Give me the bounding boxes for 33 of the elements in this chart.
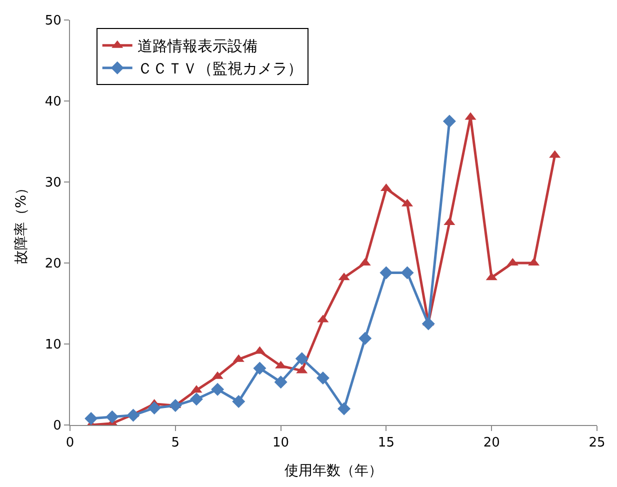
x-tick-label: 25 <box>588 436 606 451</box>
x-tick-label: 15 <box>378 436 394 451</box>
y-tick-label: 10 <box>44 338 62 353</box>
point <box>211 382 224 396</box>
point <box>126 408 140 422</box>
point <box>316 372 330 385</box>
point <box>84 412 98 425</box>
point <box>148 401 161 414</box>
point <box>253 362 266 375</box>
y-tick-label: 50 <box>44 14 62 29</box>
x-axis-title: 使用年数（年） <box>284 462 382 479</box>
x-tick-label: 20 <box>483 436 500 451</box>
point <box>422 317 435 330</box>
legend-label: 道路情報表示設備 <box>137 37 258 56</box>
y-tick-label: 30 <box>44 176 62 191</box>
y-axis-title: 故障率（%） <box>13 180 30 264</box>
point <box>274 376 288 389</box>
x-tick-label: 0 <box>66 436 74 451</box>
x-tick-label: 5 <box>171 436 180 451</box>
x-tick-label: 10 <box>272 436 290 451</box>
point <box>106 410 119 424</box>
point <box>232 395 246 408</box>
point <box>168 399 182 412</box>
point <box>380 266 393 280</box>
point <box>400 266 414 280</box>
y-tick-label: 0 <box>53 418 62 434</box>
y-tick-label: 40 <box>44 94 62 110</box>
point <box>338 402 351 416</box>
point <box>358 332 372 345</box>
point <box>190 392 203 406</box>
point <box>295 352 308 366</box>
y-tick-label: 20 <box>44 256 62 272</box>
legend-label: ＣＣＴＶ（監視カメラ） <box>137 60 302 78</box>
